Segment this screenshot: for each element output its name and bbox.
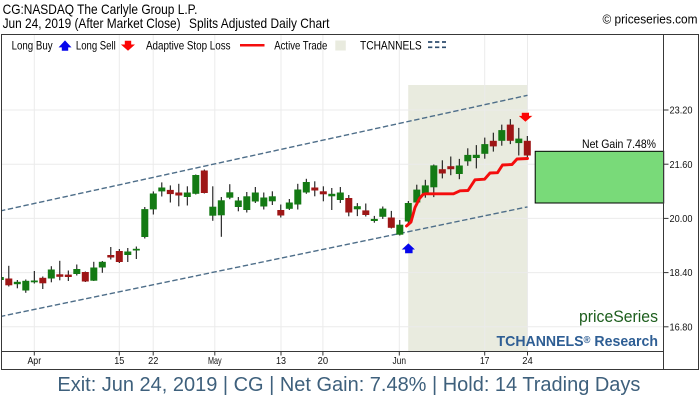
svg-text:TCHANNELS® Research: TCHANNELS® Research	[497, 333, 659, 350]
svg-text:20.00: 20.00	[670, 213, 693, 225]
svg-text:Long Sell: Long Sell	[76, 39, 116, 53]
svg-text:15: 15	[114, 355, 124, 367]
svg-text:Adaptive Stop Loss: Adaptive Stop Loss	[146, 39, 231, 53]
svg-text:20: 20	[318, 355, 329, 367]
svg-text:Net Gain 7.48%: Net Gain 7.48%	[582, 137, 656, 151]
svg-text:Apr: Apr	[27, 355, 41, 367]
svg-text:23.20: 23.20	[670, 105, 693, 117]
svg-text:priceSeries: priceSeries	[579, 307, 658, 326]
svg-text:Exit: Jun 24, 2019 | CG | Net: Exit: Jun 24, 2019 | CG | Net Gain: 7.48…	[57, 374, 640, 396]
svg-text:Active Trade: Active Trade	[274, 39, 327, 53]
svg-text:17: 17	[480, 355, 490, 367]
svg-text:13: 13	[276, 355, 286, 367]
svg-text:Long Buy: Long Buy	[12, 39, 53, 53]
svg-text:Jun: Jun	[393, 355, 407, 367]
svg-text:© priceseries.com: © priceseries.com	[603, 12, 698, 27]
svg-text:21.60: 21.60	[670, 159, 693, 171]
svg-text:16.80: 16.80	[670, 321, 693, 333]
svg-text:24: 24	[522, 355, 533, 367]
svg-text:May: May	[208, 355, 222, 367]
svg-text:18.40: 18.40	[670, 267, 693, 279]
svg-text:TCHANNELS: TCHANNELS	[360, 39, 422, 53]
svg-text:Jun 24, 2019 (After Market Clo: Jun 24, 2019 (After Market Close)	[3, 15, 181, 31]
svg-text:Splits Adjusted Daily Chart: Splits Adjusted Daily Chart	[189, 15, 329, 31]
svg-text:22: 22	[148, 355, 158, 367]
svg-text:CG:NASDAQ The Carlyle Group L.: CG:NASDAQ The Carlyle Group L.P.	[3, 1, 198, 17]
